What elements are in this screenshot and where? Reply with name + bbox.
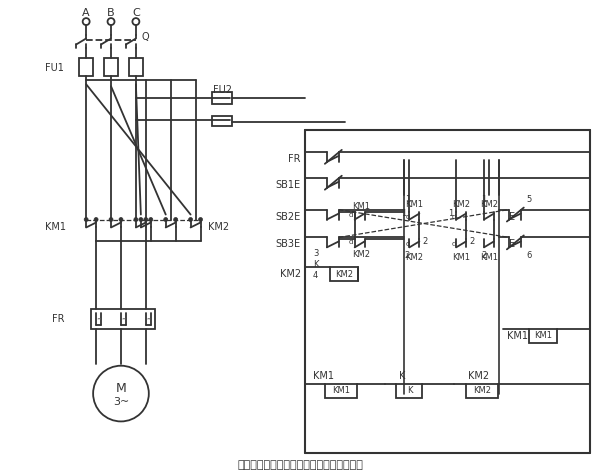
- Bar: [397, 384, 422, 397]
- Text: d: d: [452, 213, 457, 219]
- Text: A: A: [82, 8, 90, 17]
- Text: KM1: KM1: [533, 331, 551, 340]
- Text: KM1: KM1: [406, 200, 424, 209]
- Circle shape: [199, 218, 203, 221]
- Text: KM2: KM2: [208, 222, 230, 233]
- Text: 3: 3: [313, 249, 319, 258]
- Text: 防止相间短路的电机正反转控制电路接线图: 防止相间短路的电机正反转控制电路接线图: [237, 460, 363, 470]
- Bar: [325, 384, 356, 397]
- Text: SB2E: SB2E: [276, 211, 301, 221]
- Text: K: K: [407, 386, 412, 395]
- Circle shape: [93, 366, 149, 421]
- Text: KM1: KM1: [480, 253, 498, 262]
- Text: 5: 5: [526, 195, 532, 204]
- Text: KM2: KM2: [480, 200, 498, 209]
- Circle shape: [83, 18, 89, 25]
- Circle shape: [109, 218, 113, 221]
- Text: KM1: KM1: [332, 386, 350, 395]
- Bar: [212, 116, 232, 126]
- Text: K: K: [399, 371, 406, 380]
- Text: 2: 2: [481, 251, 487, 260]
- Text: KM2: KM2: [280, 269, 301, 279]
- Text: KM1: KM1: [45, 222, 66, 233]
- Circle shape: [94, 218, 98, 221]
- Circle shape: [119, 218, 123, 221]
- Text: FR: FR: [289, 154, 301, 164]
- Bar: [79, 59, 93, 76]
- Text: d: d: [405, 241, 410, 247]
- Circle shape: [149, 218, 153, 221]
- Circle shape: [144, 218, 148, 221]
- Text: 2: 2: [405, 251, 410, 260]
- Text: 1: 1: [401, 209, 406, 218]
- Text: KM1: KM1: [352, 202, 370, 211]
- Bar: [91, 309, 155, 329]
- Text: FU2: FU2: [213, 85, 232, 95]
- Text: d: d: [452, 241, 457, 247]
- Circle shape: [173, 218, 178, 221]
- Text: E: E: [509, 239, 515, 249]
- Text: E: E: [509, 211, 515, 221]
- Text: KM2: KM2: [473, 386, 491, 395]
- Circle shape: [133, 18, 139, 25]
- Circle shape: [134, 218, 138, 221]
- Text: d: d: [405, 213, 410, 219]
- Text: 2: 2: [469, 237, 475, 246]
- Text: FU1: FU1: [46, 63, 64, 73]
- Text: KM1: KM1: [507, 331, 528, 341]
- Text: M: M: [116, 382, 127, 395]
- Circle shape: [107, 18, 115, 25]
- Bar: [466, 384, 498, 397]
- Text: SB3E: SB3E: [276, 239, 301, 249]
- Text: KM2: KM2: [469, 371, 490, 380]
- Text: 6: 6: [526, 251, 532, 260]
- Text: KM2: KM2: [406, 253, 424, 262]
- Circle shape: [84, 218, 88, 221]
- Circle shape: [188, 218, 193, 221]
- Text: d: d: [349, 239, 353, 245]
- Bar: [330, 267, 358, 281]
- Bar: [104, 59, 118, 76]
- Text: KM2: KM2: [335, 270, 353, 278]
- Text: 1: 1: [405, 195, 410, 204]
- Text: B: B: [107, 8, 115, 17]
- Text: FR: FR: [52, 314, 64, 324]
- Text: 3~: 3~: [113, 396, 129, 406]
- Bar: [212, 92, 232, 104]
- Circle shape: [164, 218, 168, 221]
- Text: C: C: [132, 8, 140, 17]
- Text: KM2: KM2: [452, 200, 470, 209]
- Text: d: d: [349, 211, 353, 218]
- Text: 4: 4: [313, 271, 318, 280]
- Text: 2: 2: [422, 237, 428, 246]
- Circle shape: [139, 218, 143, 221]
- Text: KM1: KM1: [313, 371, 334, 380]
- Bar: [529, 329, 557, 343]
- Text: 1: 1: [448, 209, 453, 218]
- Text: KM2: KM2: [352, 250, 370, 259]
- Text: KM1: KM1: [452, 253, 470, 262]
- Bar: [129, 59, 143, 76]
- Text: K: K: [313, 260, 319, 269]
- Text: 1: 1: [481, 195, 487, 204]
- Text: Q: Q: [142, 33, 149, 42]
- Text: SB1E: SB1E: [276, 180, 301, 190]
